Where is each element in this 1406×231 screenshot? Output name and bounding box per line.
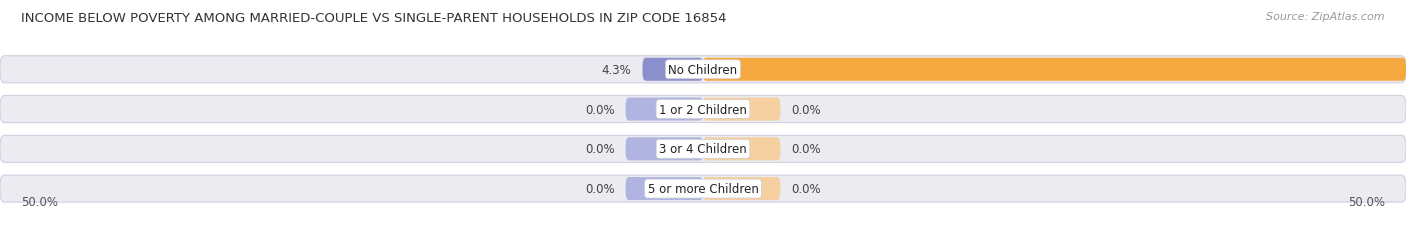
FancyBboxPatch shape xyxy=(0,175,1406,202)
Text: 0.0%: 0.0% xyxy=(585,182,614,195)
FancyBboxPatch shape xyxy=(626,98,703,121)
Text: 4.3%: 4.3% xyxy=(602,64,631,76)
Text: 1 or 2 Children: 1 or 2 Children xyxy=(659,103,747,116)
FancyBboxPatch shape xyxy=(703,98,780,121)
FancyBboxPatch shape xyxy=(703,138,780,161)
Text: No Children: No Children xyxy=(668,64,738,76)
FancyBboxPatch shape xyxy=(643,58,703,82)
Text: 5 or more Children: 5 or more Children xyxy=(648,182,758,195)
Text: 0.0%: 0.0% xyxy=(585,103,614,116)
FancyBboxPatch shape xyxy=(626,177,703,200)
Text: 3 or 4 Children: 3 or 4 Children xyxy=(659,143,747,156)
Text: 50.0%: 50.0% xyxy=(21,195,58,208)
FancyBboxPatch shape xyxy=(626,138,703,161)
Text: 0.0%: 0.0% xyxy=(792,182,821,195)
FancyBboxPatch shape xyxy=(703,177,780,200)
Text: 50.0%: 50.0% xyxy=(1348,195,1385,208)
Text: 0.0%: 0.0% xyxy=(792,143,821,156)
Text: 0.0%: 0.0% xyxy=(792,103,821,116)
Text: 0.0%: 0.0% xyxy=(585,143,614,156)
Text: INCOME BELOW POVERTY AMONG MARRIED-COUPLE VS SINGLE-PARENT HOUSEHOLDS IN ZIP COD: INCOME BELOW POVERTY AMONG MARRIED-COUPL… xyxy=(21,12,727,24)
FancyBboxPatch shape xyxy=(0,57,1406,83)
Text: Source: ZipAtlas.com: Source: ZipAtlas.com xyxy=(1267,12,1385,21)
FancyBboxPatch shape xyxy=(0,136,1406,163)
FancyBboxPatch shape xyxy=(703,58,1406,82)
FancyBboxPatch shape xyxy=(0,96,1406,123)
